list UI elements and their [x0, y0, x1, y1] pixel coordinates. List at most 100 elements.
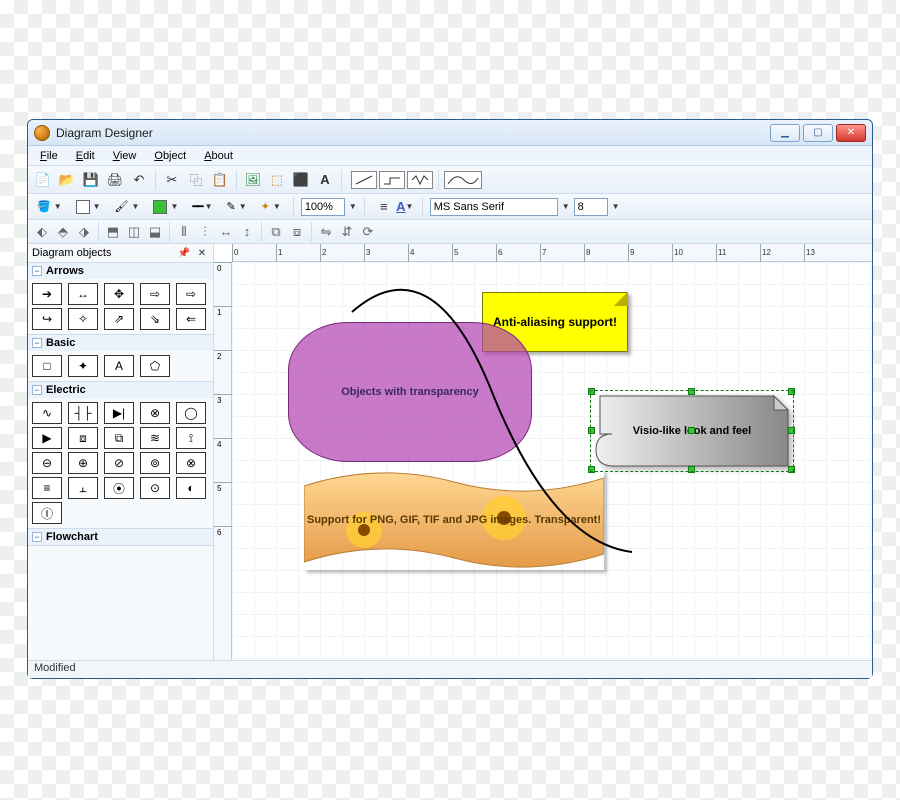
- shape-template[interactable]: ↔: [68, 283, 98, 305]
- ungroup-icon[interactable]: ⧈: [287, 222, 307, 242]
- group-icon[interactable]: ⧉: [266, 222, 286, 242]
- bring-front-icon[interactable]: ⬚: [266, 169, 288, 191]
- menu-object[interactable]: Object: [146, 148, 194, 164]
- shape-template[interactable]: ➔: [32, 283, 62, 305]
- shape-template[interactable]: ⇐: [176, 308, 206, 330]
- titlebar[interactable]: Diagram Designer ▁ ▢ ✕: [28, 120, 872, 146]
- shape-template[interactable]: ⊙: [140, 477, 170, 499]
- shape-template[interactable]: ∿: [32, 402, 62, 424]
- shape-template[interactable]: ⊕: [68, 452, 98, 474]
- shape-template[interactable]: ⟟: [176, 427, 206, 449]
- shape-template[interactable]: ⇨: [176, 283, 206, 305]
- dist-h[interactable]: ⫴: [174, 222, 194, 242]
- zoom-input[interactable]: [301, 198, 345, 216]
- menu-file[interactable]: File: [32, 148, 66, 164]
- shape-template[interactable]: ┤├: [68, 402, 98, 424]
- cut-icon[interactable]: ✂: [161, 169, 183, 191]
- close-button[interactable]: ✕: [836, 124, 866, 142]
- size-caret[interactable]: ▼: [612, 202, 620, 211]
- open-icon[interactable]: 📂: [56, 169, 78, 191]
- minimize-button[interactable]: ▁: [770, 124, 800, 142]
- text-tool-icon[interactable]: A: [314, 169, 336, 191]
- font-size-select[interactable]: [574, 198, 608, 216]
- shape-template[interactable]: ⇗: [104, 308, 134, 330]
- shape-template[interactable]: ⧉: [104, 427, 134, 449]
- category-header[interactable]: −Flowchart: [28, 529, 213, 545]
- save-icon[interactable]: 💾: [80, 169, 102, 191]
- flip-v-icon[interactable]: ⇵: [337, 222, 357, 242]
- shape-template[interactable]: ⧈: [68, 427, 98, 449]
- zoom-caret[interactable]: ▼: [349, 202, 357, 211]
- shape-template[interactable]: □: [32, 355, 62, 377]
- shape-template[interactable]: ⦿: [104, 477, 134, 499]
- same-h[interactable]: ↕: [237, 222, 257, 242]
- align-l[interactable]: ⬖: [32, 222, 52, 242]
- menu-about[interactable]: About: [196, 148, 241, 164]
- menu-edit[interactable]: Edit: [68, 148, 103, 164]
- shape-template[interactable]: ⫠: [68, 477, 98, 499]
- shape-template[interactable]: ⊚: [140, 452, 170, 474]
- text-color[interactable]: A▼: [395, 197, 415, 217]
- dist-v[interactable]: ⫶: [195, 222, 215, 242]
- align-left-icon[interactable]: ≡: [374, 197, 394, 217]
- font-caret[interactable]: ▼: [562, 202, 570, 211]
- shape-template[interactable]: A: [104, 355, 134, 377]
- shape-template[interactable]: ⇨: [140, 283, 170, 305]
- shape-template[interactable]: ⊗: [176, 452, 206, 474]
- align-m[interactable]: ◫: [124, 222, 144, 242]
- font-select[interactable]: [430, 198, 558, 216]
- effects[interactable]: ✦▼: [256, 198, 286, 215]
- fill-tool[interactable]: 🪣▼: [32, 198, 67, 215]
- send-back-icon[interactable]: ⬛: [290, 169, 312, 191]
- category-header[interactable]: −Basic: [28, 335, 213, 351]
- align-b[interactable]: ⬓: [145, 222, 165, 242]
- new-file-icon[interactable]: 📄: [32, 169, 54, 191]
- shape-curve[interactable]: [444, 171, 482, 189]
- shape-zigzag[interactable]: [407, 171, 433, 189]
- same-w[interactable]: ↔: [216, 222, 236, 242]
- shape-template[interactable]: ↪: [32, 308, 62, 330]
- shape-template[interactable]: ▶: [32, 427, 62, 449]
- image-icon[interactable]: 🖼: [242, 169, 264, 191]
- statusbar: Modified: [28, 660, 872, 678]
- pen-tool[interactable]: ✎▼: [222, 198, 252, 215]
- fill-color[interactable]: ▼: [71, 198, 106, 216]
- shape-template[interactable]: ⇘: [140, 308, 170, 330]
- shape-template[interactable]: ✥: [104, 283, 134, 305]
- shape-template[interactable]: Ⓘ: [32, 502, 62, 524]
- category-header[interactable]: −Arrows: [28, 263, 213, 279]
- brush-tool[interactable]: 🖌▼: [110, 198, 145, 215]
- line-color[interactable]: ▼: [148, 198, 183, 216]
- shape-template[interactable]: ✧: [68, 308, 98, 330]
- shape-template[interactable]: ◐: [176, 477, 206, 499]
- shape-template[interactable]: ⊘: [104, 452, 134, 474]
- pin-icon[interactable]: 📌: [177, 246, 191, 260]
- shape-step[interactable]: [379, 171, 405, 189]
- align-t[interactable]: ⬒: [103, 222, 123, 242]
- align-r[interactable]: ⬗: [74, 222, 94, 242]
- category-header[interactable]: −Electric: [28, 382, 213, 398]
- align-c[interactable]: ⬘: [53, 222, 73, 242]
- rotate-icon[interactable]: ⟳: [358, 222, 378, 242]
- maximize-button[interactable]: ▢: [803, 124, 833, 142]
- window-title: Diagram Designer: [56, 126, 770, 140]
- shape-template[interactable]: ≡: [32, 477, 62, 499]
- shape-template[interactable]: ▶|: [104, 402, 134, 424]
- copy-icon[interactable]: ⿻: [185, 169, 207, 191]
- shape-template[interactable]: ✦: [68, 355, 98, 377]
- category-name: Basic: [46, 337, 75, 349]
- shape-template[interactable]: ≋: [140, 427, 170, 449]
- paste-icon[interactable]: 📋: [209, 169, 231, 191]
- menu-view[interactable]: View: [105, 148, 145, 164]
- print-icon[interactable]: 🖨: [104, 169, 126, 191]
- shape-template[interactable]: ⊖: [32, 452, 62, 474]
- canvas[interactable]: Anti-aliasing support! Support for PNG, …: [232, 262, 872, 660]
- shape-template[interactable]: ◯: [176, 402, 206, 424]
- shape-template[interactable]: ⊗: [140, 402, 170, 424]
- flip-h-icon[interactable]: ⇋: [316, 222, 336, 242]
- undo-icon[interactable]: ↶: [128, 169, 150, 191]
- close-icon[interactable]: ✕: [195, 246, 209, 260]
- line-style[interactable]: ━━▼: [187, 198, 217, 215]
- shape-line[interactable]: [351, 171, 377, 189]
- shape-template[interactable]: ⬠: [140, 355, 170, 377]
